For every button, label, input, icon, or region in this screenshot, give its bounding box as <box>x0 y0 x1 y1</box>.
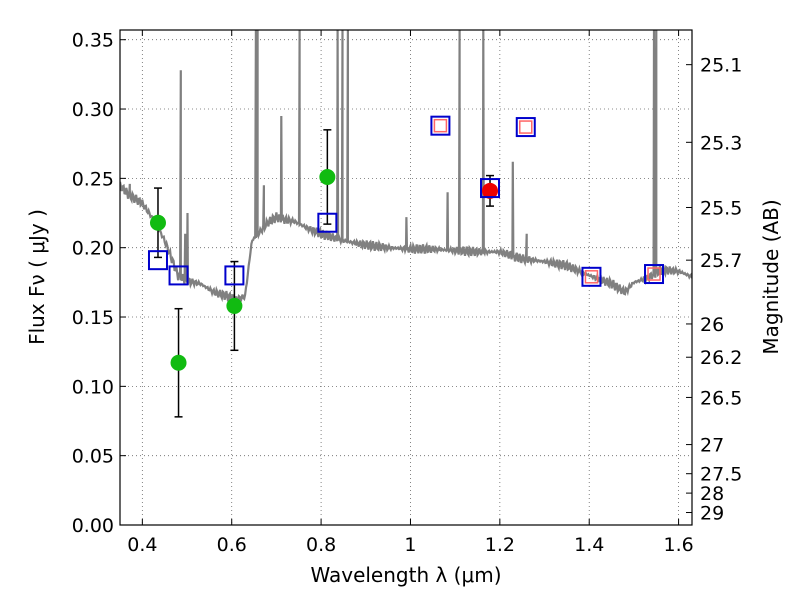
observed-nir-point <box>482 182 499 199</box>
model-bands-square <box>168 265 189 286</box>
axis-ticks: 0.4 0.6 0.8 1 1.2 1.4 1.6 0.00 0.05 0.10 0.15 0.20 0… <box>72 30 743 556</box>
y-tick-label: 0.00 <box>72 515 114 537</box>
model-bands-square <box>317 212 338 233</box>
spectrum-line <box>120 30 692 305</box>
right-tick-label: 27.5 <box>700 464 742 486</box>
right-tick-label: 25.5 <box>700 197 742 219</box>
y-axis-label: Flux Fν ( μJy ) <box>25 209 49 345</box>
x-tick-label: 0.4 <box>127 534 157 556</box>
model-bands-red-inner-square <box>584 270 599 284</box>
observed-point <box>149 214 166 231</box>
grid <box>120 30 692 525</box>
model-bands-red-square <box>581 266 602 287</box>
x-tick-label: 0.6 <box>217 534 247 556</box>
model-bands-red-square <box>644 264 665 285</box>
model-bands-square <box>147 250 168 271</box>
right-tick-label: 26.2 <box>700 347 742 369</box>
right-tick-label: 25.7 <box>700 250 742 272</box>
model-bands-red-inner-square <box>519 120 533 134</box>
y-axis-right-label: Magnitude (AB) <box>759 199 783 354</box>
right-tick-label: 26.5 <box>700 387 742 409</box>
model-bands-square <box>480 178 501 199</box>
x-tick-label: 1.2 <box>485 534 515 556</box>
y-tick-label: 0.30 <box>72 99 114 121</box>
x-tick-label: 1 <box>404 534 416 556</box>
model-bands-red-inner-square <box>433 118 448 133</box>
observed-point <box>170 354 187 371</box>
right-tick-label: 25.3 <box>700 132 742 154</box>
observed-point <box>226 297 243 314</box>
y-tick-label: 0.25 <box>72 168 114 190</box>
x-axis-label: Wavelength λ (μm) <box>310 563 501 587</box>
x-tick-label: 1.4 <box>574 534 604 556</box>
plot-frame <box>119 29 693 526</box>
model-bands-red-square <box>430 115 451 136</box>
right-tick-label: 29 <box>700 503 724 525</box>
model-bands-square <box>224 265 245 286</box>
right-tick-label: 28 <box>700 483 724 505</box>
plot-area <box>120 30 692 418</box>
right-tick-label: 27 <box>700 435 724 457</box>
model-bands-red-square <box>515 117 536 138</box>
right-tick-label: 26 <box>700 314 724 336</box>
y-tick-label: 0.35 <box>72 30 114 52</box>
y-tick-label: 0.15 <box>72 307 114 329</box>
x-tick-label: 1.6 <box>663 534 693 556</box>
right-tick-label: 25.1 <box>700 55 742 77</box>
y-tick-label: 0.20 <box>72 238 114 260</box>
x-tick-label: 0.8 <box>306 534 336 556</box>
y-tick-label: 0.10 <box>72 376 114 398</box>
observed-point <box>319 168 336 185</box>
y-tick-label: 0.05 <box>72 446 114 468</box>
model-bands-red-inner-square <box>647 267 661 281</box>
